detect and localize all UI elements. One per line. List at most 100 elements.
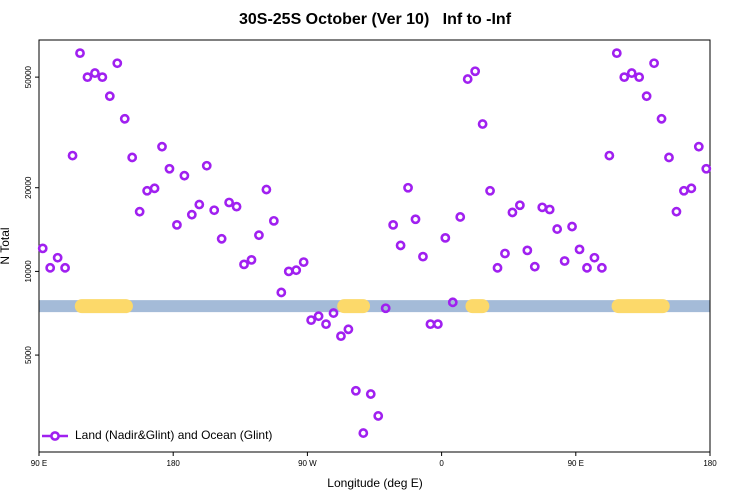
point	[470, 66, 481, 77]
point	[671, 206, 682, 217]
point	[291, 265, 302, 276]
point	[216, 233, 227, 244]
point	[626, 68, 637, 78]
point	[507, 207, 518, 218]
point	[574, 244, 585, 255]
point	[664, 152, 674, 163]
point	[440, 232, 451, 243]
point	[268, 215, 279, 226]
point	[209, 205, 220, 216]
point	[693, 141, 704, 152]
point	[701, 163, 712, 174]
point	[90, 68, 100, 78]
point	[298, 257, 309, 268]
x-tick-label: 180	[167, 459, 181, 468]
point	[455, 212, 466, 222]
point	[328, 308, 339, 318]
y-tick-label: 5000	[24, 346, 33, 364]
point	[261, 184, 272, 195]
point	[97, 72, 108, 83]
point	[52, 252, 63, 263]
point	[403, 182, 413, 193]
point	[358, 428, 369, 438]
point	[552, 224, 563, 234]
point	[321, 319, 331, 330]
point	[500, 248, 510, 259]
point	[686, 183, 697, 194]
point	[194, 199, 205, 210]
point	[112, 58, 123, 69]
point	[60, 262, 70, 273]
point	[350, 385, 361, 396]
point	[82, 72, 93, 83]
point	[432, 319, 443, 330]
land-segment	[611, 299, 670, 314]
legend-label: Land (Nadir&Glint) and Ocean (Glint)	[75, 428, 272, 442]
point	[201, 160, 212, 171]
point	[119, 113, 130, 124]
point	[157, 141, 167, 152]
chart-title: 30S-25S October (Ver 10) Inf to -Inf	[239, 11, 512, 28]
point	[276, 287, 287, 298]
point	[373, 411, 384, 421]
point	[231, 201, 242, 212]
point	[239, 259, 249, 270]
y-tick-label: 20000	[24, 176, 33, 199]
point	[477, 119, 488, 129]
x-tick-label: 90 E	[568, 459, 584, 468]
point	[45, 262, 56, 273]
point	[380, 303, 391, 314]
point	[492, 262, 503, 273]
point	[522, 245, 533, 256]
point	[254, 230, 264, 241]
x-tick-label: 0	[439, 459, 444, 468]
land-segment	[74, 299, 133, 314]
legend-marker	[50, 431, 60, 441]
point	[179, 170, 190, 181]
point	[544, 204, 555, 215]
point	[67, 150, 78, 161]
point	[462, 74, 473, 84]
point	[246, 254, 257, 265]
point	[395, 240, 406, 251]
point	[410, 214, 421, 225]
y-tick-label: 10000	[24, 260, 33, 283]
point	[388, 219, 399, 230]
land-segment	[465, 299, 490, 314]
point	[283, 266, 294, 277]
x-axis-label: Longitude (deg E)	[327, 476, 422, 490]
y-tick-label: 50000	[24, 65, 33, 88]
point	[559, 256, 570, 266]
point	[365, 389, 376, 399]
point	[142, 185, 153, 196]
point	[336, 331, 346, 342]
point	[306, 315, 317, 326]
point	[611, 48, 622, 59]
point	[596, 262, 607, 273]
point	[104, 91, 115, 102]
point	[514, 200, 525, 211]
point	[537, 202, 548, 213]
point	[679, 185, 689, 196]
point	[425, 319, 436, 330]
x-tick-label: 90 E	[31, 459, 47, 468]
point	[485, 185, 495, 196]
point	[343, 324, 354, 335]
point	[164, 163, 175, 174]
point	[649, 58, 659, 69]
point	[224, 197, 235, 208]
point	[589, 252, 600, 263]
point	[172, 219, 182, 230]
land-segment	[337, 299, 371, 314]
point	[582, 262, 592, 273]
y-axis-label: N Total	[0, 227, 12, 264]
point	[604, 150, 615, 161]
ocean-band	[39, 300, 710, 313]
point	[37, 243, 48, 254]
point	[149, 183, 160, 194]
point	[529, 261, 540, 272]
point	[641, 91, 652, 102]
point	[447, 297, 458, 308]
x-tick-label: 180	[703, 459, 717, 468]
